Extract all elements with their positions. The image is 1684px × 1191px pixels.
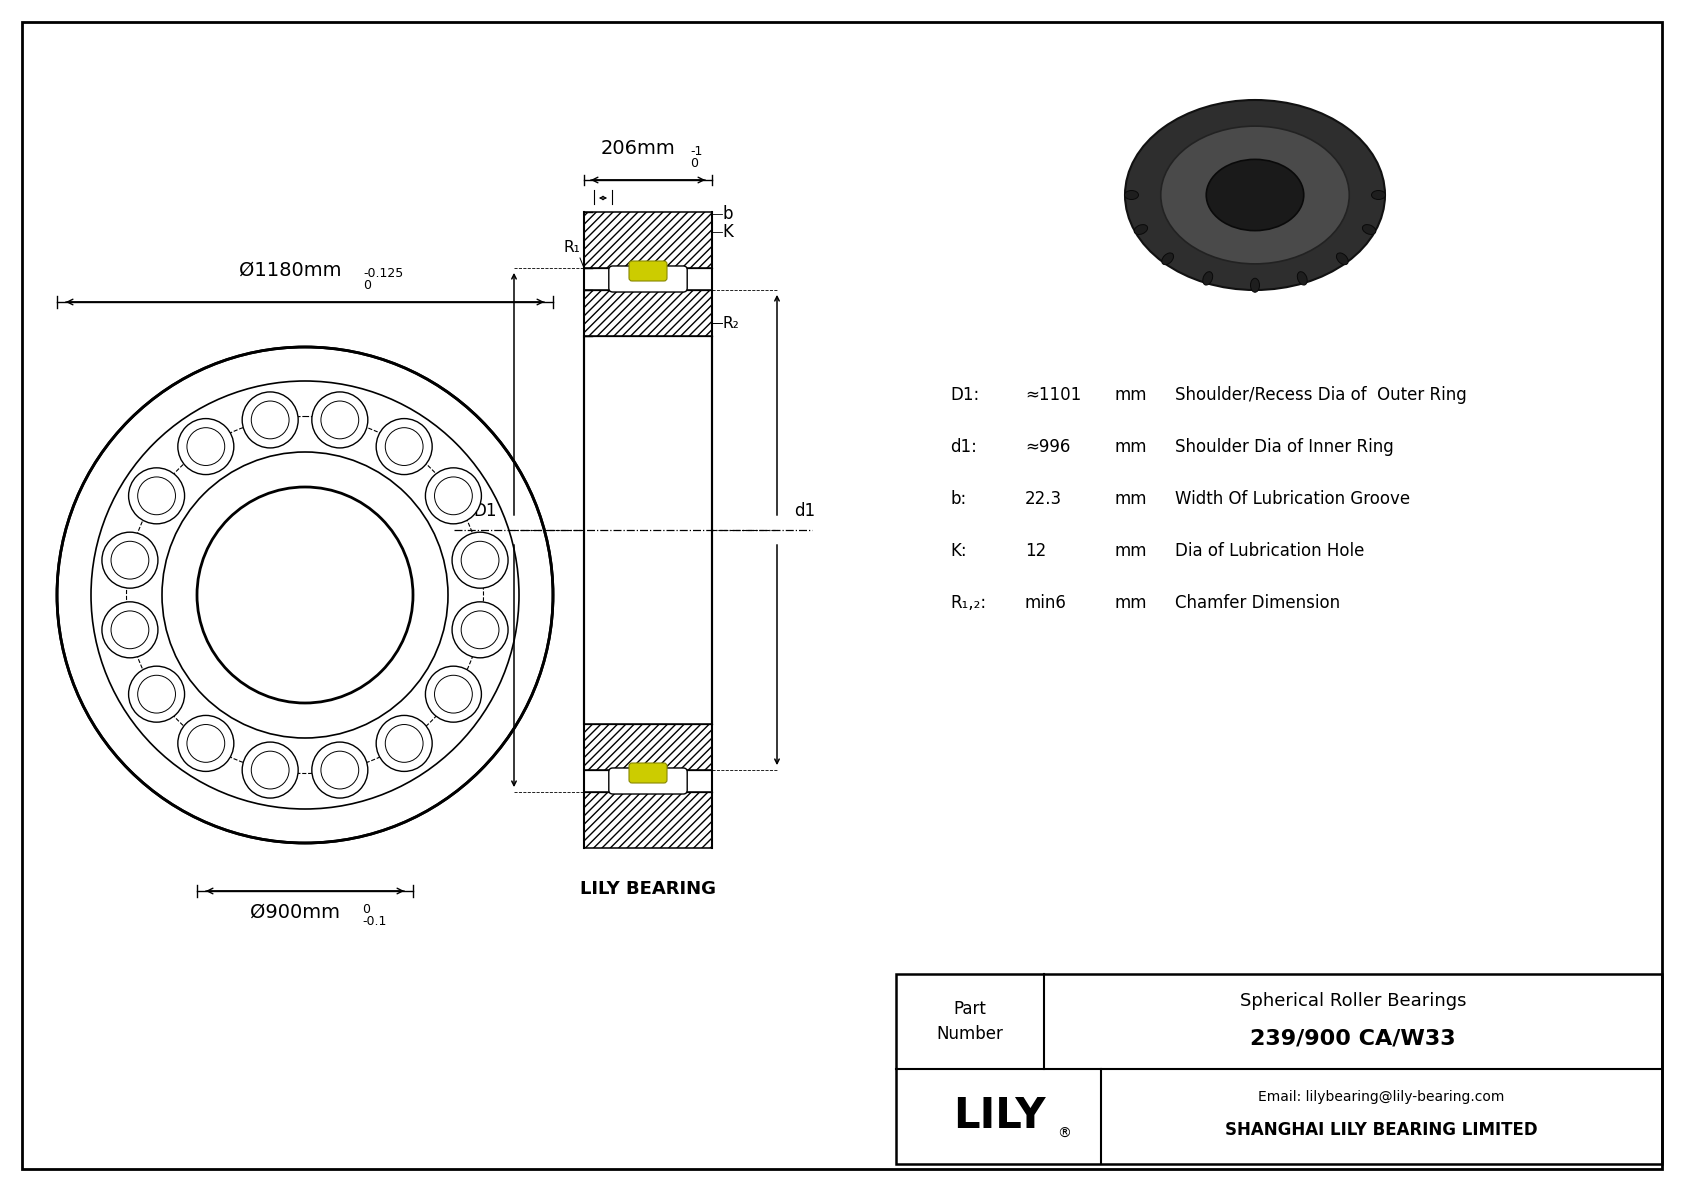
Ellipse shape	[179, 716, 234, 772]
Text: d1:: d1:	[950, 438, 977, 456]
Text: 0: 0	[690, 157, 697, 170]
Text: K: K	[722, 223, 733, 241]
Bar	[584, 289, 712, 336]
Text: LILY BEARING: LILY BEARING	[579, 880, 716, 898]
Text: Shoulder/Recess Dia of  Outer Ring: Shoulder/Recess Dia of Outer Ring	[1175, 386, 1467, 404]
Ellipse shape	[179, 418, 234, 474]
Text: mm: mm	[1115, 438, 1147, 456]
Ellipse shape	[1125, 191, 1138, 200]
Text: D1:: D1:	[950, 386, 980, 404]
Ellipse shape	[1251, 279, 1260, 292]
Text: mm: mm	[1115, 594, 1147, 612]
Ellipse shape	[1371, 191, 1386, 200]
Text: 0: 0	[364, 279, 370, 292]
Text: R₁: R₁	[562, 241, 579, 256]
Ellipse shape	[1297, 272, 1307, 285]
Ellipse shape	[242, 392, 298, 448]
Text: ≈1101: ≈1101	[1026, 386, 1081, 404]
Text: -0.125: -0.125	[364, 267, 402, 280]
Ellipse shape	[1160, 126, 1349, 264]
Ellipse shape	[103, 601, 158, 657]
Ellipse shape	[242, 742, 298, 798]
Text: 12: 12	[1026, 542, 1046, 560]
Text: b: b	[722, 205, 733, 223]
FancyBboxPatch shape	[610, 266, 687, 292]
Text: b:: b:	[950, 490, 967, 509]
Ellipse shape	[376, 716, 433, 772]
Ellipse shape	[451, 601, 509, 657]
Text: -0.1: -0.1	[362, 915, 386, 928]
Ellipse shape	[1202, 272, 1212, 285]
FancyBboxPatch shape	[630, 763, 667, 782]
Bar	[584, 212, 712, 268]
Text: 239/900 CA/W33: 239/900 CA/W33	[1250, 1029, 1455, 1048]
FancyBboxPatch shape	[610, 768, 687, 794]
Text: d1: d1	[793, 501, 815, 520]
Circle shape	[57, 347, 552, 843]
Ellipse shape	[451, 532, 509, 588]
Ellipse shape	[426, 468, 482, 524]
Text: D1: D1	[473, 501, 497, 520]
Text: min6: min6	[1026, 594, 1068, 612]
Text: R₁,₂:: R₁,₂:	[950, 594, 987, 612]
Text: 22.3: 22.3	[1026, 490, 1063, 509]
Text: ®: ®	[1058, 1127, 1071, 1141]
Text: Part
Number: Part Number	[936, 1000, 1004, 1043]
Ellipse shape	[1125, 100, 1384, 289]
Ellipse shape	[1362, 225, 1376, 235]
Text: Dia of Lubrication Hole: Dia of Lubrication Hole	[1175, 542, 1364, 560]
Ellipse shape	[426, 666, 482, 722]
Ellipse shape	[1162, 252, 1174, 264]
Text: R₂: R₂	[722, 316, 739, 330]
Text: Ø900mm: Ø900mm	[249, 903, 340, 922]
Ellipse shape	[312, 392, 367, 448]
Text: K:: K:	[950, 542, 967, 560]
Ellipse shape	[128, 468, 185, 524]
Ellipse shape	[103, 532, 158, 588]
Ellipse shape	[312, 742, 367, 798]
Bar	[896, 974, 1662, 1164]
Ellipse shape	[1206, 160, 1303, 231]
Text: Width Of Lubrication Groove: Width Of Lubrication Groove	[1175, 490, 1410, 509]
Text: 206mm: 206mm	[601, 139, 675, 158]
Text: mm: mm	[1115, 542, 1147, 560]
Text: SHANGHAI LILY BEARING LIMITED: SHANGHAI LILY BEARING LIMITED	[1226, 1121, 1537, 1139]
Text: ≈996: ≈996	[1026, 438, 1071, 456]
Ellipse shape	[128, 666, 185, 722]
Ellipse shape	[1337, 252, 1349, 264]
Text: Spherical Roller Bearings: Spherical Roller Bearings	[1239, 992, 1467, 1010]
Bar	[584, 724, 712, 771]
Text: -1: -1	[690, 145, 702, 158]
Ellipse shape	[1135, 225, 1147, 235]
Text: 0: 0	[362, 903, 370, 916]
FancyBboxPatch shape	[630, 261, 667, 281]
Ellipse shape	[376, 418, 433, 474]
Text: Email: lilybearing@lily-bearing.com: Email: lilybearing@lily-bearing.com	[1258, 1091, 1505, 1104]
Text: mm: mm	[1115, 490, 1147, 509]
Bar	[584, 792, 712, 848]
Text: Ø1180mm: Ø1180mm	[239, 261, 342, 280]
Text: mm: mm	[1115, 386, 1147, 404]
Text: Shoulder Dia of Inner Ring: Shoulder Dia of Inner Ring	[1175, 438, 1394, 456]
Text: LILY: LILY	[953, 1096, 1046, 1137]
Text: Chamfer Dimension: Chamfer Dimension	[1175, 594, 1340, 612]
